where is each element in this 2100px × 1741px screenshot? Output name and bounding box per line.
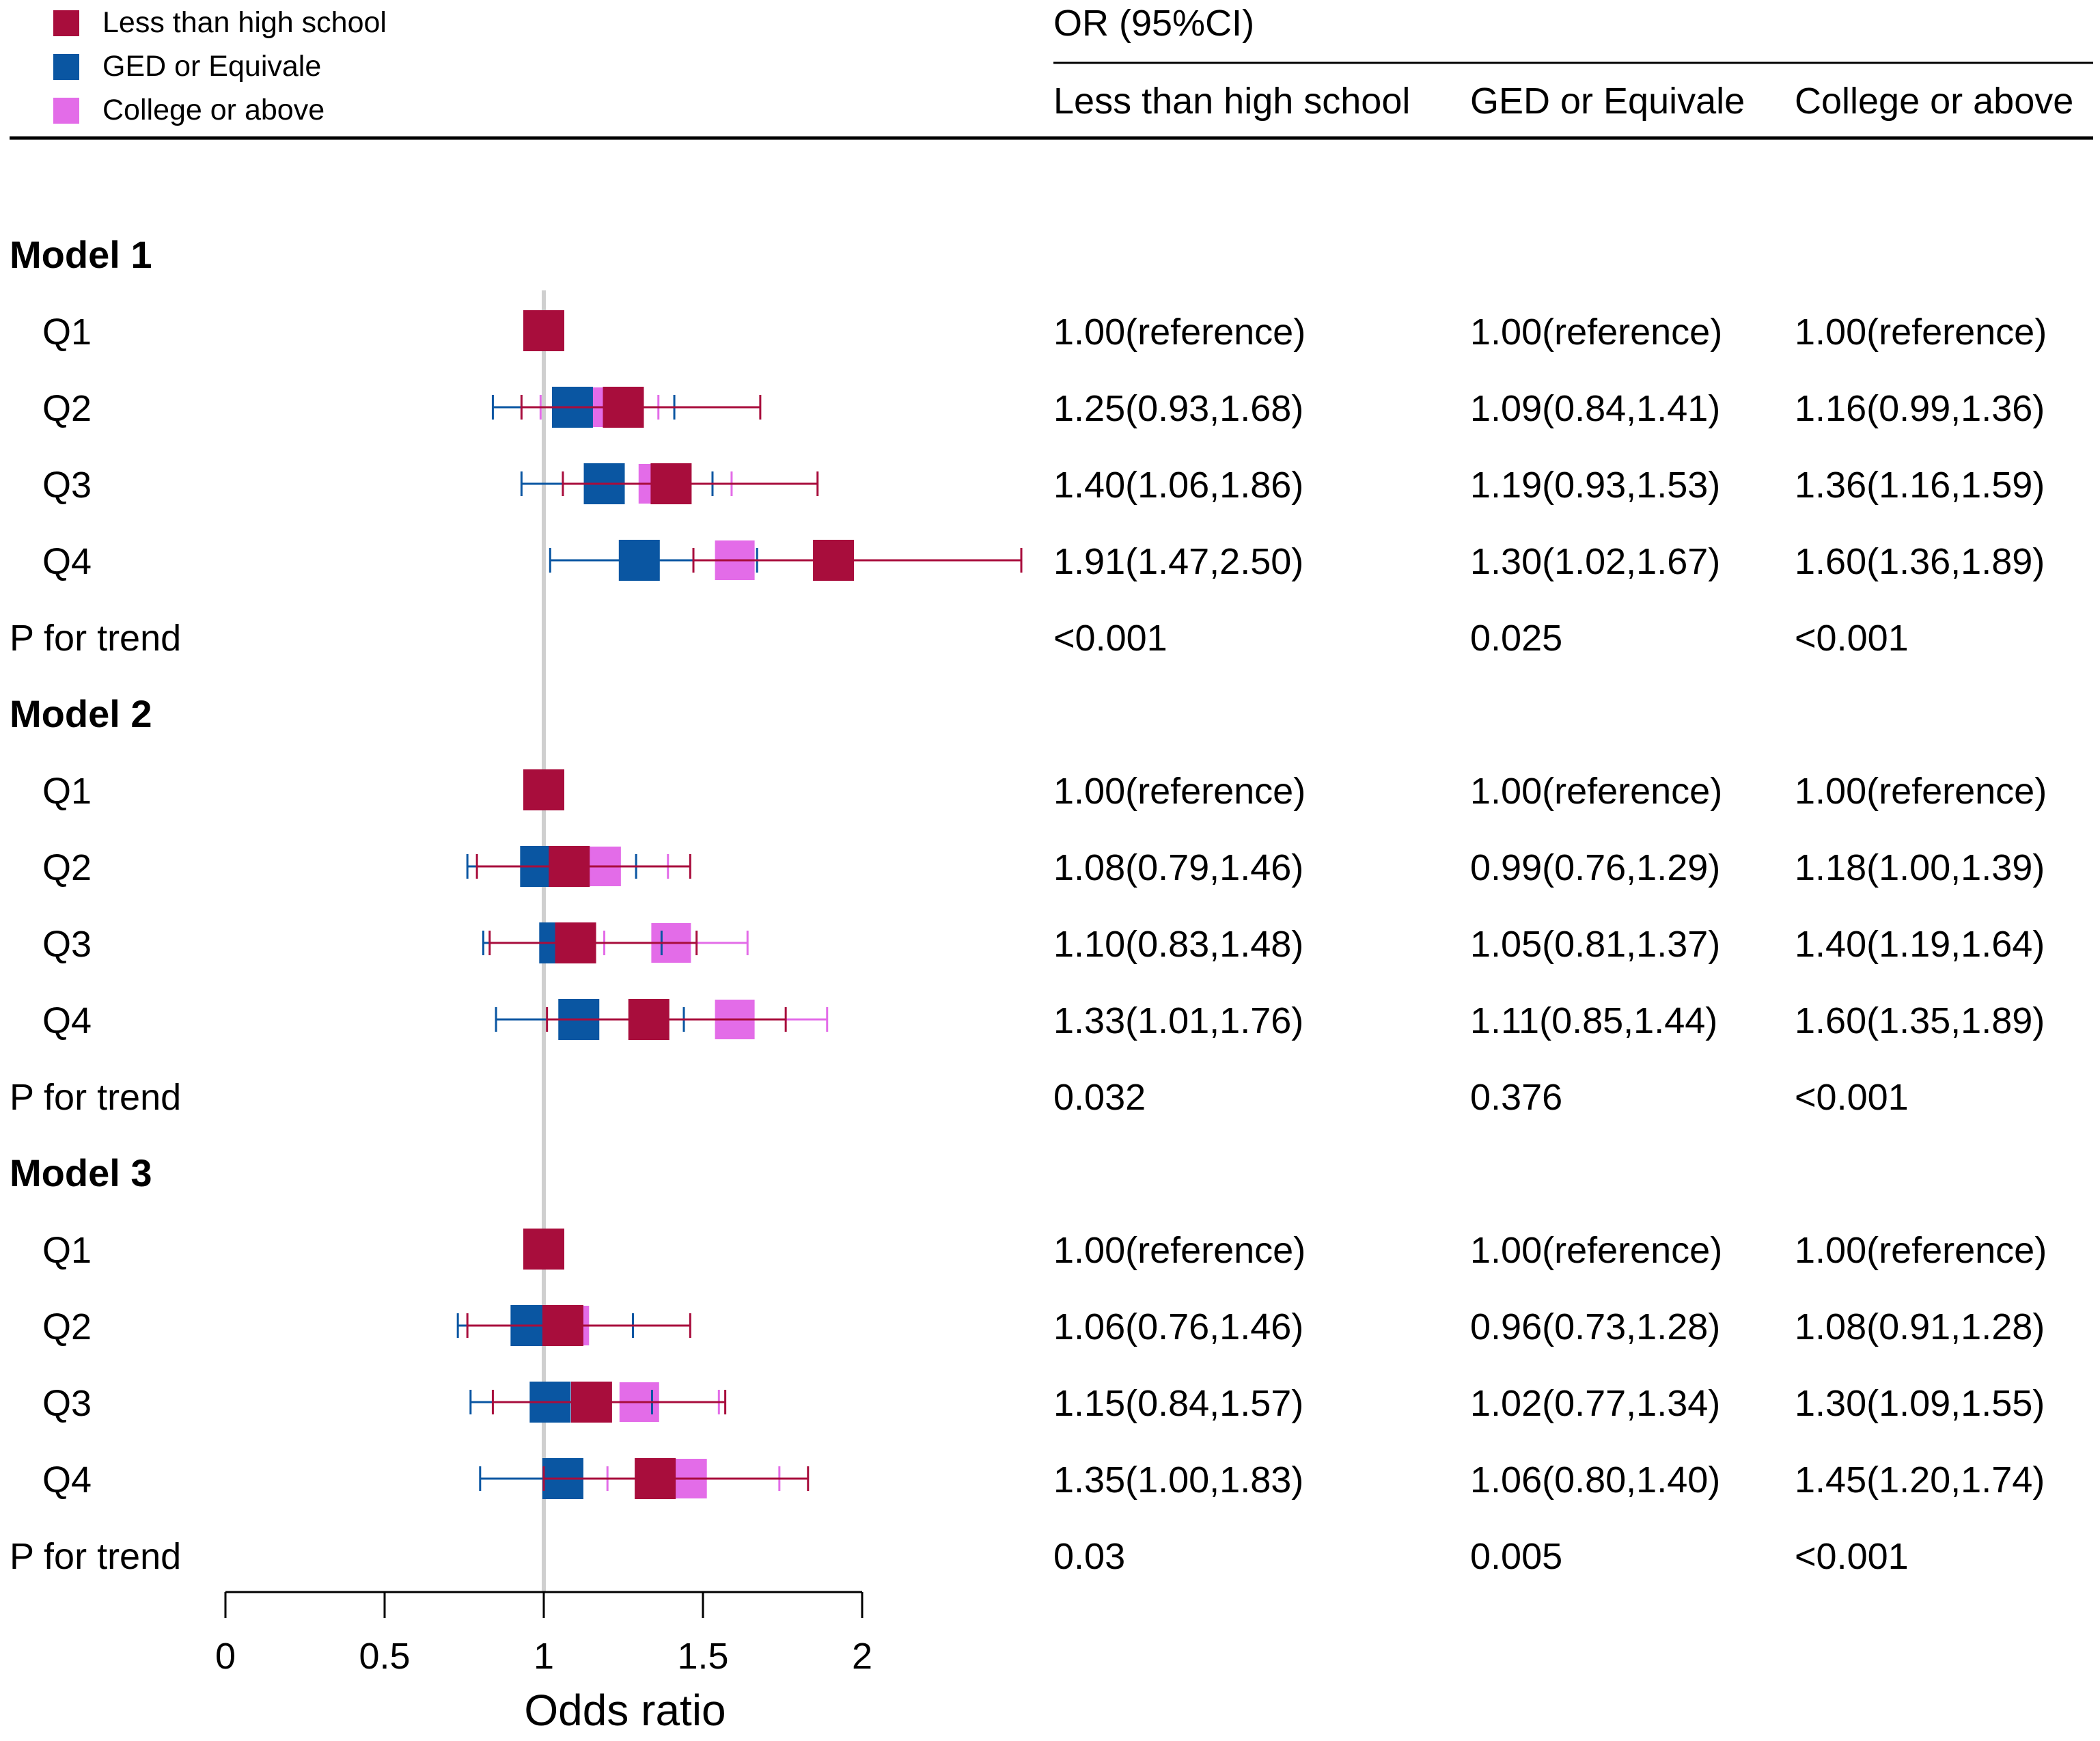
row-label: Q2 (42, 1306, 92, 1347)
or-ci-value: 1.25(0.93,1.68) (1053, 388, 1303, 429)
or-ci-value: 1.06(0.76,1.46) (1053, 1306, 1303, 1347)
legend-label-college-or-above: College or above (102, 94, 324, 126)
p-trend-value: <0.001 (1795, 1536, 1909, 1577)
legend-swatch-college-or-above (53, 98, 79, 124)
x-tick-label: 1.5 (677, 1636, 728, 1677)
or-ci-value: 1.30(1.09,1.55) (1795, 1383, 2045, 1424)
legend-swatch-less-than-high-school (53, 10, 79, 36)
row-label: Q4 (42, 541, 92, 582)
p-trend-label: P for trend (10, 1536, 181, 1577)
or-ci-value: 1.91(1.47,2.50) (1053, 541, 1303, 582)
or-ci-value: 1.35(1.00,1.83) (1053, 1459, 1303, 1500)
estimate-square-less-than-high-school (555, 922, 596, 963)
model-title: Model 3 (10, 1151, 152, 1194)
or-ci-value: 1.00(reference) (1795, 1230, 2047, 1271)
or-ci-value: 1.18(1.00,1.39) (1795, 847, 2045, 888)
p-trend-label: P for trend (10, 618, 181, 659)
row-label: Q4 (42, 1000, 92, 1041)
estimate-square-less-than-high-school (650, 463, 692, 504)
or-ci-value: 1.40(1.06,1.86) (1053, 465, 1303, 506)
legend-label-less-than-high-school: Less than high school (102, 6, 387, 39)
or-ci-value: 0.99(0.76,1.29) (1470, 847, 1720, 888)
or-ci-value: 1.00(reference) (1795, 771, 2047, 812)
x-axis-title: Odds ratio (524, 1686, 726, 1735)
p-trend-value: 0.376 (1470, 1077, 1562, 1118)
or-ci-value: 1.11(0.85,1.44) (1470, 1000, 1717, 1041)
or-ci-value: 1.30(1.02,1.67) (1470, 541, 1720, 582)
column-header-less-than-high-school: Less than high school (1053, 81, 1410, 122)
or-ci-value: 1.08(0.79,1.46) (1053, 847, 1303, 888)
or-ci-value: 1.00(reference) (1053, 771, 1305, 812)
or-ci-value: 1.05(0.81,1.37) (1470, 924, 1720, 965)
or-ci-value: 1.00(reference) (1470, 312, 1722, 353)
column-header-ged-or-equivale: GED or Equivale (1470, 81, 1745, 122)
estimate-square-less-than-high-school (628, 999, 669, 1040)
or-ci-value: 1.15(0.84,1.57) (1053, 1383, 1303, 1424)
or-ci-value: 1.00(reference) (1470, 1230, 1722, 1271)
estimate-square-less-than-high-school (523, 310, 564, 351)
p-trend-value: 0.032 (1053, 1077, 1146, 1118)
row-label: Q3 (42, 924, 92, 965)
legend-swatch-ged-or-equivale (53, 54, 79, 80)
or-ci-value: 1.00(reference) (1053, 312, 1305, 353)
row-label: Q3 (42, 465, 92, 506)
or-ci-value: 0.96(0.73,1.28) (1470, 1306, 1720, 1347)
or-ci-value: 1.00(reference) (1053, 1230, 1305, 1271)
or-ci-value: 1.02(0.77,1.34) (1470, 1383, 1720, 1424)
p-trend-value: 0.025 (1470, 618, 1562, 659)
or-ci-value: 1.40(1.19,1.64) (1795, 924, 2045, 965)
row-label: Q1 (42, 1230, 92, 1271)
legend-label-ged-or-equivale: GED or Equivale (102, 50, 321, 83)
row-label: Q4 (42, 1459, 92, 1500)
p-trend-value: <0.001 (1795, 1077, 1909, 1118)
x-tick-label: 1 (534, 1636, 554, 1677)
p-trend-value: <0.001 (1795, 618, 1909, 659)
estimate-square-less-than-high-school (635, 1458, 676, 1499)
model-title: Model 1 (10, 233, 152, 276)
row-label: Q1 (42, 771, 92, 812)
estimate-square-ged-or-equivale (618, 540, 660, 581)
x-tick-label: 0.5 (359, 1636, 410, 1677)
estimate-square-less-than-high-school (542, 1305, 583, 1346)
estimate-square-less-than-high-school (549, 846, 590, 887)
x-tick-label: 2 (852, 1636, 872, 1677)
model-title: Model 2 (10, 692, 152, 735)
or-ci-value: 1.16(0.99,1.36) (1795, 388, 2045, 429)
column-header-college-or-above: College or above (1795, 81, 2073, 122)
row-label: Q2 (42, 847, 92, 888)
p-trend-value: 0.03 (1053, 1536, 1125, 1577)
or-ci-value: 1.06(0.80,1.40) (1470, 1459, 1720, 1500)
estimate-square-less-than-high-school (523, 769, 564, 810)
x-tick-label: 0 (215, 1636, 236, 1677)
estimate-square-less-than-high-school (603, 387, 644, 428)
or-ci-value: 1.19(0.93,1.53) (1470, 465, 1720, 506)
p-trend-value: <0.001 (1053, 618, 1168, 659)
row-label: Q1 (42, 312, 92, 353)
or-ci-value: 1.33(1.01,1.76) (1053, 1000, 1303, 1041)
or-ci-value: 1.00(reference) (1795, 312, 2047, 353)
or-ci-value: 1.08(0.91,1.28) (1795, 1306, 2045, 1347)
estimate-square-less-than-high-school (570, 1382, 612, 1423)
row-label: Q2 (42, 388, 92, 429)
or-ci-value: 1.45(1.20,1.74) (1795, 1459, 2045, 1500)
row-label: Q3 (42, 1383, 92, 1424)
or-ci-value: 1.10(0.83,1.48) (1053, 924, 1303, 965)
or-ci-value: 1.60(1.36,1.89) (1795, 541, 2045, 582)
estimate-square-less-than-high-school (523, 1229, 564, 1270)
or-ci-header: OR (95%CI) (1053, 3, 1254, 44)
estimate-square-less-than-high-school (813, 540, 855, 581)
p-trend-label: P for trend (10, 1077, 181, 1118)
p-trend-value: 0.005 (1470, 1536, 1562, 1577)
or-ci-value: 1.00(reference) (1470, 771, 1722, 812)
or-ci-value: 1.60(1.35,1.89) (1795, 1000, 2045, 1041)
or-ci-value: 1.36(1.16,1.59) (1795, 465, 2045, 506)
or-ci-value: 1.09(0.84,1.41) (1470, 388, 1720, 429)
